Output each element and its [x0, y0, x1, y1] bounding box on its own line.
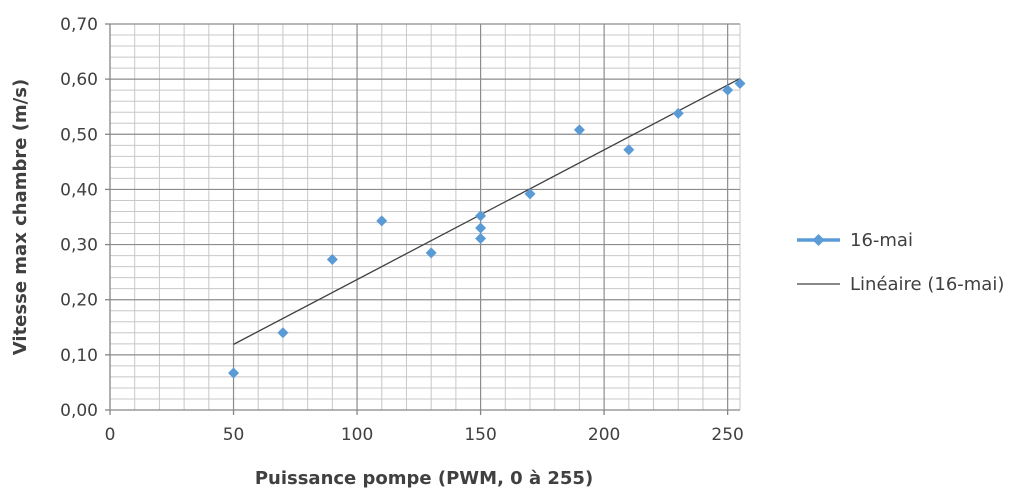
data-point-diamond: [734, 78, 746, 90]
legend-label-scatter: 16-mai: [850, 230, 913, 251]
x-tick-labels: 0 50 100 150 200 250: [105, 425, 744, 445]
data-point-diamond: [228, 367, 240, 379]
data-point-diamond: [376, 215, 388, 227]
x-tick-label: 100: [341, 425, 373, 445]
data-point-diamond: [277, 327, 289, 339]
data-point-diamond: [425, 247, 437, 259]
y-tick-label: 0,50: [60, 125, 98, 145]
minor-gridlines: [110, 24, 741, 410]
legend-label-trendline: Linéaire (16-mai): [850, 274, 1004, 295]
y-tick-labels: 0,00 0,10 0,20 0,30 0,40 0,50 0,60 0,70: [60, 15, 98, 421]
data-point-diamond: [475, 222, 487, 234]
y-tick-label: 0,70: [60, 15, 98, 35]
y-tick-label: 0,40: [60, 180, 98, 200]
data-points: [228, 78, 746, 379]
legend-item-trendline: Linéaire (16-mai): [797, 274, 1004, 295]
y-tick-label: 0,20: [60, 291, 98, 311]
legend-diamond-marker-icon: [812, 234, 825, 246]
axes: [105, 23, 740, 415]
data-point-diamond: [475, 233, 487, 245]
legend-item-scatter: 16-mai: [797, 230, 913, 251]
linear-trendline: [233, 78, 741, 345]
x-tick-label: 0: [105, 425, 116, 445]
y-axis-title: Vitesse max chambre (m/s): [10, 79, 31, 355]
y-tick-label: 0,10: [60, 346, 98, 366]
x-tick-label: 250: [711, 425, 743, 445]
data-point-diamond: [623, 144, 635, 156]
data-point-diamond: [475, 210, 487, 222]
data-point-diamond: [326, 253, 338, 265]
data-point-diamond: [573, 124, 585, 136]
y-tick-label: 0,60: [60, 70, 98, 90]
x-tick-label: 50: [223, 425, 245, 445]
data-point-diamond: [722, 84, 734, 96]
data-point-diamond: [672, 107, 684, 119]
data-point-diamond: [524, 188, 536, 200]
x-axis-title: Puissance pompe (PWM, 0 à 255): [255, 468, 593, 489]
y-tick-label: 0,30: [60, 236, 98, 256]
x-tick-label: 200: [588, 425, 620, 445]
major-gridlines: [110, 23, 740, 410]
trendline: [233, 78, 741, 345]
x-tick-label: 150: [464, 425, 496, 445]
y-tick-label: 0,00: [60, 401, 98, 421]
legend: 16-mai Linéaire (16-mai): [797, 230, 1004, 295]
